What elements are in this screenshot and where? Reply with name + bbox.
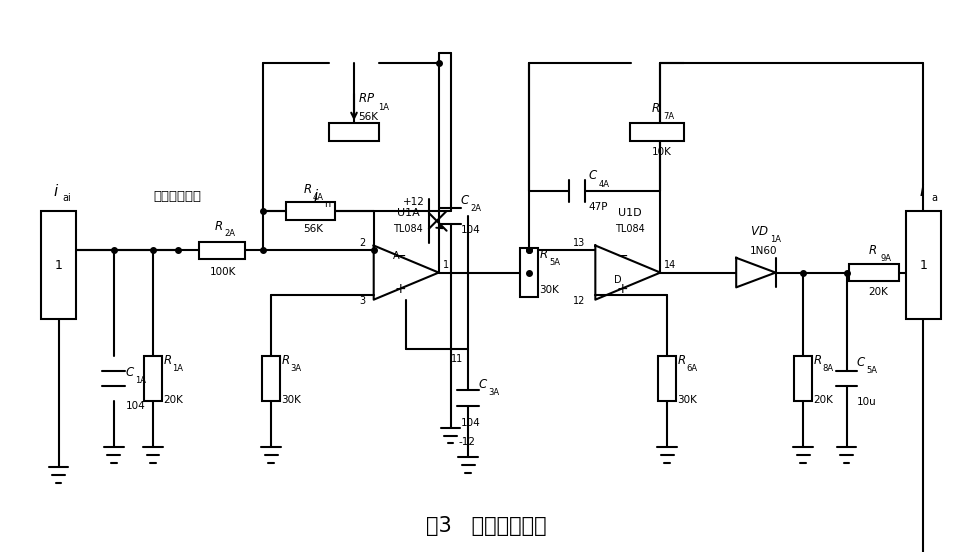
Text: -12: -12 [459,438,475,448]
Bar [658,356,677,401]
Text: 56K: 56K [358,112,378,122]
Text: 3A: 3A [488,388,499,397]
Text: 图3   电流检测电路: 图3 电流检测电路 [426,516,546,536]
Text: 1A: 1A [172,364,183,373]
Text: $VD$: $VD$ [750,225,769,238]
Text: 5A: 5A [866,366,877,375]
Text: $C$: $C$ [856,356,866,369]
Text: 104: 104 [125,401,145,411]
Text: $C$: $C$ [461,193,470,207]
Text: $C$: $C$ [125,366,136,379]
Text: $R$: $R$ [813,354,822,368]
Text: a: a [931,193,937,203]
Bar [794,356,812,401]
Text: 10K: 10K [651,147,672,157]
Text: 3A: 3A [290,364,301,373]
Text: 14: 14 [664,260,677,270]
Text: $R$: $R$ [163,354,172,368]
Text: 100K: 100K [210,267,236,277]
Text: 12: 12 [573,296,585,306]
Text: 6A: 6A [686,364,697,373]
Text: 1: 1 [920,259,927,272]
Text: 5A: 5A [549,258,560,267]
Text: 4A: 4A [313,193,324,202]
Text: 30K: 30K [539,285,559,295]
Text: $R$: $R$ [539,249,548,261]
Text: 30K: 30K [281,395,301,405]
Text: +: + [395,282,406,296]
Text: −: − [616,249,628,264]
Text: U1D: U1D [618,208,642,219]
Text: 1: 1 [442,260,449,270]
Text: +12: +12 [403,197,425,207]
Text: 2A: 2A [224,229,235,238]
Text: TL084: TL084 [615,224,644,234]
Bar [630,123,684,141]
Text: n: n [325,199,330,209]
Text: $R$: $R$ [677,354,686,368]
Bar [41,211,76,319]
Text: $R$: $R$ [651,102,661,115]
Bar [520,248,538,297]
Text: 输出电流检测: 输出电流检测 [153,190,201,203]
Bar [199,241,245,259]
Text: $R$: $R$ [214,220,224,234]
Text: 104: 104 [461,418,480,428]
Text: 1: 1 [54,259,62,272]
Bar [330,123,379,141]
Text: TL084: TL084 [394,224,423,234]
Text: $C$: $C$ [478,378,488,391]
Text: 13: 13 [573,237,585,247]
Text: +: + [616,282,628,296]
Bar [262,356,280,401]
Text: 30K: 30K [677,395,697,405]
Text: −: − [395,249,406,264]
Text: 47P: 47P [588,202,608,212]
Text: 2: 2 [360,237,365,247]
Text: 1A: 1A [378,103,389,112]
Text: 20K: 20K [163,395,183,405]
Text: $R$: $R$ [281,354,291,368]
Bar [850,264,899,281]
Text: 10u: 10u [856,397,876,407]
Text: $R$: $R$ [868,245,878,257]
Text: 9A: 9A [880,254,891,264]
Text: ai: ai [62,193,71,203]
Text: 1A: 1A [135,376,147,385]
Text: 2A: 2A [470,203,481,212]
Text: 1N60: 1N60 [750,246,778,256]
Text: $I$: $I$ [920,183,925,199]
Text: 104: 104 [461,225,480,235]
Text: 4A: 4A [599,180,609,189]
Bar [286,202,335,220]
Text: $RP$: $RP$ [358,92,375,105]
Text: 20K: 20K [813,395,833,405]
Text: 1A: 1A [770,235,781,244]
Text: $i$: $i$ [313,188,319,204]
Text: 8A: 8A [822,364,833,373]
Text: 7A: 7A [663,112,675,121]
Text: 11: 11 [451,354,463,364]
Text: $R$: $R$ [303,183,312,196]
Text: D: D [614,275,622,285]
Text: $C$: $C$ [588,169,599,182]
Text: $i$: $i$ [52,183,58,199]
Text: 20K: 20K [868,287,888,297]
Bar [906,211,941,319]
Text: 3: 3 [360,296,365,306]
Text: A: A [393,251,399,261]
Text: 56K: 56K [303,224,323,234]
Text: U1A: U1A [397,208,420,219]
Bar [144,356,162,401]
